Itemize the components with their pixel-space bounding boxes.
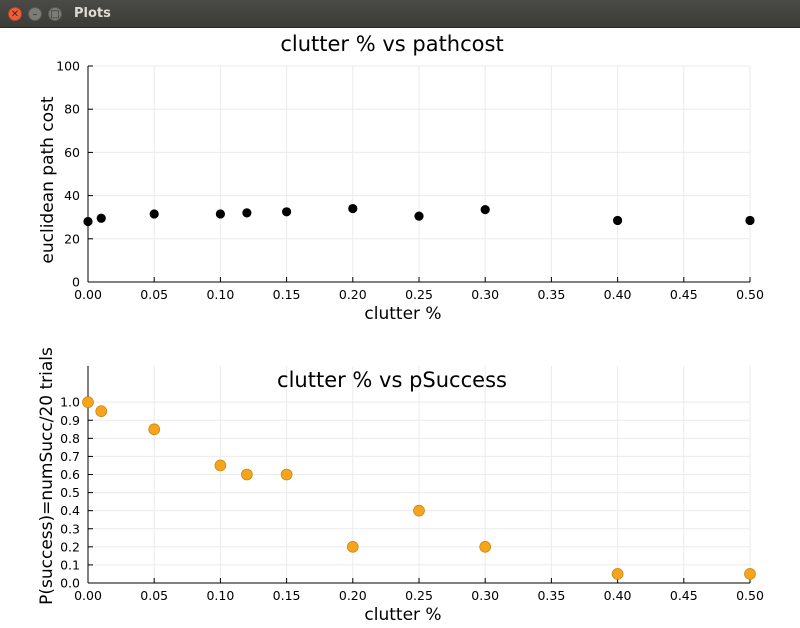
plot1-xtick-label: 0.50 <box>736 287 764 302</box>
plot1-point <box>83 216 93 227</box>
plot2-point <box>148 423 160 436</box>
plot2-ytick-label: 0.5 <box>60 485 80 500</box>
plot1-ytick-label: 20 <box>64 231 80 246</box>
plot2-point <box>479 541 492 553</box>
plot1-point <box>149 209 159 219</box>
plot2-ylabel: P(success)=numSucc/20 trials <box>37 347 57 605</box>
plot2-ytick-label: 1.0 <box>60 395 80 410</box>
plot2-ytick-label: 0.3 <box>60 521 80 536</box>
plot1-xtick-label: 0.40 <box>604 287 632 302</box>
plot1-point <box>96 213 106 223</box>
plot2-ytick-label: 0.6 <box>60 467 80 482</box>
plot2-point <box>95 405 108 418</box>
plot1-point <box>612 215 623 226</box>
plot2-ytick-label: 0.7 <box>60 449 80 464</box>
plot1-xtick-label: 0.05 <box>140 287 168 302</box>
plot1-ylabel: euclidean path cost <box>38 96 58 264</box>
plot1-xtick-label: 0.30 <box>471 287 499 302</box>
plot1-point <box>215 209 225 219</box>
plot2-point <box>82 396 94 408</box>
plot2-xtick-label: 0.35 <box>537 588 565 603</box>
plot2-title: clutter % vs pSuccess <box>277 368 507 392</box>
plot1-xlabel: clutter % <box>364 304 441 324</box>
plot1-xtick-label: 0.25 <box>405 287 433 302</box>
plot1-xtick-label: 0.15 <box>273 287 301 302</box>
plot1-point <box>242 208 252 218</box>
plot2-xtick-label: 0.15 <box>273 588 301 603</box>
plot1-xtick-label: 0.20 <box>339 287 367 302</box>
plot2-ytick-label: 0.0 <box>60 576 80 591</box>
maximize-icon[interactable]: □ <box>48 7 62 21</box>
plot2-xtick-label: 0.20 <box>339 588 367 603</box>
plot1-point <box>348 203 358 214</box>
plot2-xtick-label: 0.50 <box>736 588 764 603</box>
plot1-point <box>745 215 755 226</box>
window-titlebar: ✕ – □ Plots <box>0 0 800 28</box>
plot2-point <box>241 468 253 481</box>
plot2-point <box>611 568 624 580</box>
window-title: Plots <box>74 6 111 21</box>
plot1-title: clutter % vs pathcost <box>280 32 503 56</box>
plot2-point <box>744 568 756 580</box>
plot1-ytick-label: 100 <box>56 59 80 74</box>
plot1-xtick-label: 0.00 <box>74 287 102 302</box>
plot1-xtick-label: 0.45 <box>670 287 698 302</box>
plot2-point <box>214 459 227 472</box>
plot2-xtick-label: 0.10 <box>206 588 234 603</box>
plot2-xlabel: clutter % <box>364 605 441 625</box>
plot1-xtick-label: 0.10 <box>206 287 234 302</box>
plot2-point <box>280 468 293 481</box>
plot1-point <box>282 207 292 217</box>
minimize-icon[interactable]: – <box>28 7 42 21</box>
plot2-ytick-label: 0.4 <box>60 503 80 518</box>
plot2-xtick-label: 0.40 <box>604 588 632 603</box>
plot2-ytick-label: 0.2 <box>60 539 80 554</box>
plot1-xtick-label: 0.35 <box>537 287 565 302</box>
plot1-point <box>480 205 490 215</box>
plot1-ytick-label: 40 <box>64 188 80 203</box>
plot2-xtick-label: 0.25 <box>405 588 433 603</box>
plot2-ytick-label: 0.8 <box>60 431 80 446</box>
plot2-xtick-label: 0.45 <box>670 588 698 603</box>
plot1-ytick-label: 80 <box>64 102 80 117</box>
close-icon[interactable]: ✕ <box>8 7 22 21</box>
plot1-ytick-label: 60 <box>64 145 80 160</box>
plot2-point <box>346 541 359 553</box>
plot1-ytick-label: 0 <box>72 275 80 290</box>
plots-canvas: 0.00 0.05 0.10 0.15 0.20 0.25 0.30 0.35 0.40 0.45… <box>37 32 764 625</box>
plot2-xtick-label: 0.30 <box>471 588 499 603</box>
plot2-xtick-label: 0.00 <box>74 588 102 603</box>
plot2-ytick-label: 0.1 <box>60 557 80 572</box>
plot2-xtick-label: 0.05 <box>140 588 168 603</box>
plot1-point <box>414 211 424 221</box>
plot2-ytick-label: 0.9 <box>60 413 80 428</box>
plot2-point <box>413 504 425 517</box>
